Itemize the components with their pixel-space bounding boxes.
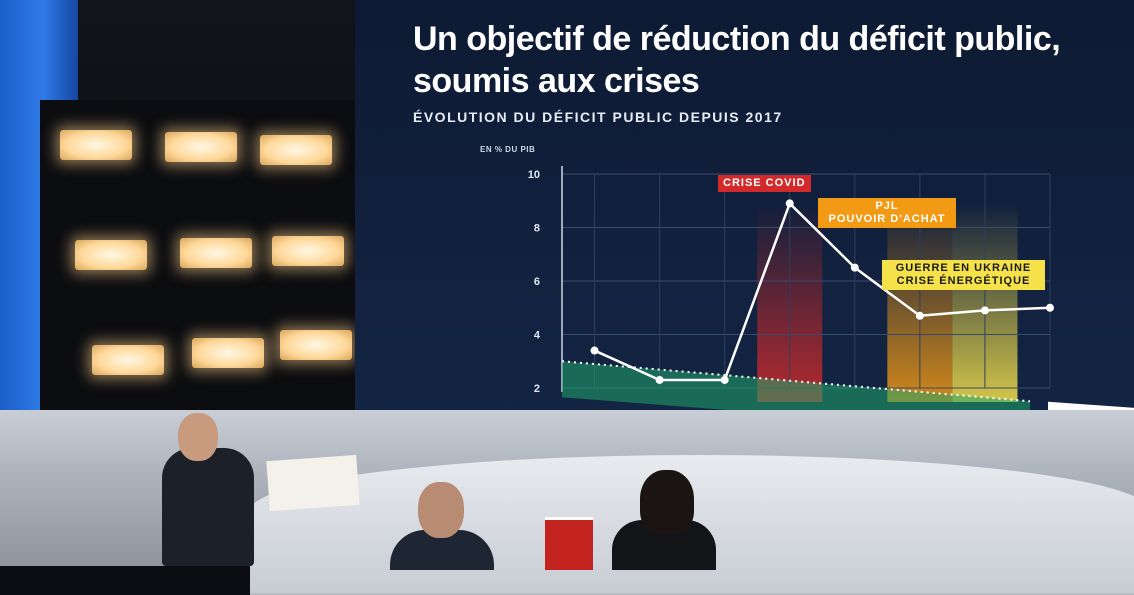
studio-light	[280, 330, 352, 360]
ukraine-tag-line1: GUERRE EN UKRAINE	[895, 262, 1032, 274]
chart-title: Un objectif de réduction du déficit publ…	[413, 18, 1113, 102]
studio-light	[92, 345, 164, 375]
guest-head	[178, 413, 218, 461]
deficit-point	[785, 199, 794, 208]
ukraine-tag-line2: CRISE ÉNERGÉTIQUE	[896, 275, 1031, 287]
studio-light	[60, 130, 132, 160]
studio-light	[180, 238, 252, 268]
studio-light	[192, 338, 264, 368]
journalist-1-head	[418, 482, 464, 538]
covid-crisis-tag: CRISE COVID	[718, 175, 811, 192]
deficit-point	[980, 306, 989, 315]
ukraine-crisis-tag: GUERRE EN UKRAINE CRISE ÉNERGÉTIQUE	[882, 260, 1045, 290]
studio-light	[260, 135, 332, 165]
y-axis-unit-label: EN % DU PIB	[480, 145, 536, 154]
deficit-point	[1046, 303, 1054, 312]
studio-light	[75, 240, 147, 270]
guest-body	[162, 448, 254, 566]
y-tick-label: 8	[534, 223, 540, 235]
light-wall	[40, 100, 360, 420]
objective-line	[561, 360, 1031, 403]
deficit-point	[590, 346, 599, 355]
pjl-tag-line2: POUVOIR D'ACHAT	[828, 213, 946, 225]
deficit-point	[655, 375, 664, 384]
deficit-point	[850, 263, 859, 272]
chart-subtitle: ÉVOLUTION DU DÉFICIT PUBLIC DEPUIS 2017	[413, 109, 783, 125]
red-book	[545, 517, 593, 570]
chart-title-line1: Un objectif de réduction du déficit publ…	[413, 20, 1061, 58]
y-tick-label: 6	[534, 276, 540, 288]
y-tick-label: 4	[534, 330, 541, 342]
chart-title-line2: soumis aux crises	[413, 62, 700, 100]
y-tick-label: 2	[534, 383, 540, 395]
pjl-crisis-tag: PJL POUVOIR D'ACHAT	[818, 198, 956, 228]
deficit-line	[594, 202, 1051, 382]
y-tick-label: 10	[528, 169, 540, 181]
deficit-point	[720, 375, 729, 384]
studio-light	[272, 236, 344, 266]
papers	[266, 454, 360, 512]
deficit-point	[915, 311, 924, 320]
studio-light	[165, 132, 237, 162]
pjl-tag-line1: PJL	[875, 200, 899, 212]
journalist-2-head	[640, 470, 694, 534]
